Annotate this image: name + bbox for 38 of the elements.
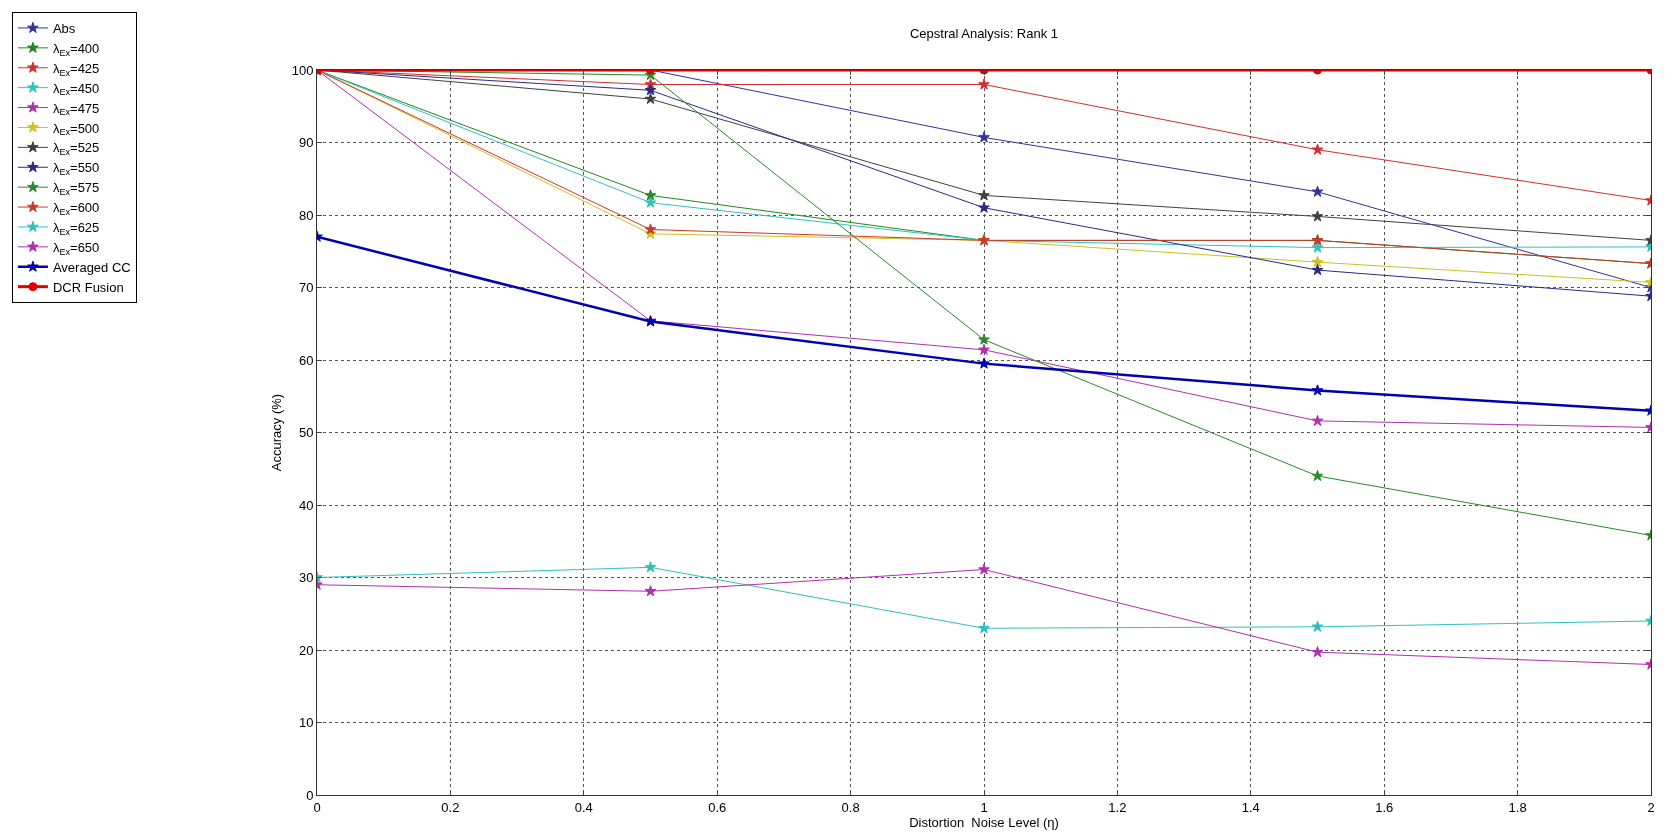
legend-label: λ$_{Ex}$=600 bbox=[52, 200, 100, 217]
legend-label: λ$_{Ex}$=625 bbox=[52, 220, 100, 237]
legend-label: λ$_{Ex}$=550 bbox=[52, 160, 100, 178]
y-tick-label: 40 bbox=[298, 497, 314, 513]
legend-label: λ$_{Ex}$=525 bbox=[52, 140, 100, 158]
y-tick-label: 90 bbox=[298, 135, 314, 151]
y-tick-label: 0 bbox=[306, 787, 314, 803]
legend-label: λ$_{Ex}$=500 bbox=[52, 120, 100, 138]
x-tick-label: 1.4 bbox=[1241, 799, 1260, 815]
legend-label: λ$_{Ex}$=650 bbox=[52, 239, 100, 257]
x-tick-label: 0.2 bbox=[441, 799, 460, 815]
x-tick-label: 1.8 bbox=[1508, 799, 1527, 815]
y-tick-label: 50 bbox=[298, 425, 314, 441]
legend-label: λ$_{Ex}$=475 bbox=[52, 100, 100, 118]
y-tick-label: 30 bbox=[298, 570, 314, 586]
legend-label: Averaged CC bbox=[52, 259, 131, 275]
y-tick-label: 80 bbox=[298, 207, 314, 223]
x-tick-label: 0.8 bbox=[841, 799, 860, 815]
x-tick-label: 0.6 bbox=[708, 799, 727, 815]
x-tick-label: 0.4 bbox=[574, 799, 593, 815]
x-axis-title: Distortion Noise Level (η) bbox=[909, 815, 1059, 831]
y-tick-label: 10 bbox=[298, 715, 314, 731]
legend-label: λ$_{Ex}$=575 bbox=[52, 180, 100, 197]
x-tick-label: 1.6 bbox=[1375, 799, 1394, 815]
y-axis-title: Accuracy (%) bbox=[269, 393, 284, 472]
y-tick-label: 70 bbox=[298, 280, 314, 296]
x-tick-label: 1.2 bbox=[1108, 799, 1127, 815]
chart-title: Cepstral Analysis: Rank 1 bbox=[909, 26, 1059, 42]
y-tick-label: 60 bbox=[298, 352, 314, 368]
legend-label: Abs bbox=[52, 21, 76, 37]
legend-label: λ$_{Ex}$=400 bbox=[52, 40, 100, 58]
x-tick-label: 1 bbox=[980, 799, 988, 815]
x-tick-label: 2 bbox=[1647, 799, 1655, 815]
y-tick-label: 100 bbox=[291, 62, 314, 78]
y-tick-label: 20 bbox=[298, 642, 314, 658]
legend-label: λ$_{Ex}$=450 bbox=[52, 80, 100, 98]
legend-label: DCR Fusion bbox=[52, 279, 124, 295]
legend-label: λ$_{Ex}$=425 bbox=[52, 60, 100, 78]
